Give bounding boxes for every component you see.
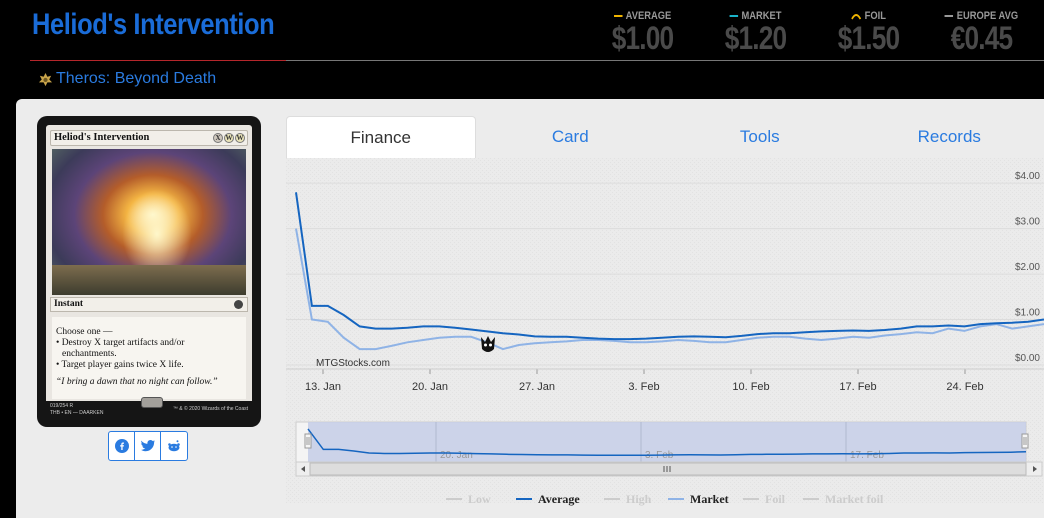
price-summary: AVERAGE $1.00 MARKET $1.20 FOIL $1.50 EU…: [586, 10, 1038, 57]
watermark: MTGStocks.com: [316, 358, 390, 369]
europe-legend-dash: [944, 15, 954, 17]
x-tick-label: 17. Feb: [839, 381, 876, 393]
x-tick-label: 27. Jan: [519, 381, 555, 393]
card-footer: 019/254 R THB • EN ⁓ DAARKEN ™ & © 2020 …: [46, 397, 252, 418]
y-tick-label: $0.00: [1015, 353, 1040, 364]
legend-item-market-foil[interactable]: Market foil: [825, 492, 884, 506]
y-tick-label: $1.00: [1015, 308, 1040, 319]
rules-line: • Destroy X target artifacts and/or: [56, 338, 185, 348]
tab-finance[interactable]: Finance: [286, 116, 476, 158]
mana-symbol: W: [235, 133, 245, 143]
tab-tools[interactable]: Tools: [739, 127, 780, 146]
mascot-icon: [481, 336, 495, 352]
scroll-right-icon: [1033, 466, 1037, 472]
y-tick-label: $4.00: [1015, 171, 1040, 182]
title-divider: [30, 60, 1044, 61]
price-market: MARKET $1.20: [699, 10, 812, 57]
average-legend-dash: [613, 15, 623, 17]
navigator-left-handle[interactable]: [304, 433, 312, 449]
price-label: FOIL: [864, 10, 886, 22]
page-title: Heliod's Intervention: [32, 8, 275, 41]
price-chart: 13. Jan 20. Jan 27. Jan 3. Feb 10. Feb 17. Fe…: [286, 158, 1044, 518]
card-frame: Heliod's Intervention X W W Instant Choo…: [46, 125, 252, 418]
price-chart-svg: 13. Jan 20. Jan 27. Jan 3. Feb 10. Feb 17. Fe…: [286, 158, 1044, 506]
navigator-tick-label: 17. Feb: [850, 450, 884, 461]
facebook-share-button[interactable]: [109, 432, 135, 460]
legend-item-average[interactable]: Average: [538, 492, 580, 506]
set-line: THB • EN ⁓ DAARKEN: [50, 410, 104, 416]
foil-icon: [851, 14, 862, 20]
legend-item-high[interactable]: High: [626, 492, 652, 506]
y-tick-label: $3.00: [1015, 217, 1040, 228]
share-buttons: [108, 431, 188, 461]
x-tick-label: 10. Feb: [732, 381, 769, 393]
scroll-left-icon: [301, 466, 305, 472]
card-holo-stamp: [141, 397, 163, 408]
set-symbol-icon: [234, 300, 243, 309]
price-value: €0.45: [950, 20, 1013, 56]
price-value: $1.50: [837, 20, 900, 56]
title-accent-line: [30, 60, 286, 61]
rules-line: Choose one —: [56, 327, 113, 337]
x-tick-label: 24. Feb: [946, 381, 983, 393]
card-name: Heliod's Intervention: [54, 132, 150, 143]
rules-line: enchantments.: [62, 349, 117, 359]
market-legend-dash: [729, 15, 739, 17]
card-art: [52, 149, 246, 295]
reddit-share-button[interactable]: [161, 432, 187, 460]
twitter-icon: [140, 440, 155, 452]
x-tick-label: 13. Jan: [305, 381, 341, 393]
twitter-share-button[interactable]: [135, 432, 161, 460]
mana-symbol: W: [224, 133, 234, 143]
price-value: $1.00: [611, 20, 674, 56]
legend-item-low[interactable]: Low: [468, 492, 491, 506]
navigator-tick-label: 20. Jan: [440, 450, 473, 461]
card-image[interactable]: Heliod's Intervention X W W Instant Choo…: [37, 116, 261, 427]
card-name-bar: Heliod's Intervention X W W: [50, 130, 248, 146]
tab-card[interactable]: Card: [551, 127, 589, 146]
copyright: ™ & © 2020 Wizards of the Coast: [172, 406, 248, 412]
price-foil: FOIL $1.50: [812, 10, 925, 57]
mana-symbol: X: [213, 133, 223, 143]
price-label: EUROPE AVG: [956, 10, 1019, 22]
x-tick-label: 3. Feb: [628, 381, 659, 393]
price-value: $1.20: [724, 20, 787, 56]
theros-set-icon: [38, 72, 53, 86]
scrollbar-thumb[interactable]: [309, 462, 1027, 476]
reddit-icon: [168, 440, 180, 452]
flavor-text: “I bring a dawn that no night can follow…: [56, 377, 218, 387]
y-tick-label: $2.00: [1015, 262, 1040, 273]
price-europe: EUROPE AVG €0.45: [925, 10, 1038, 57]
card-type: Instant: [54, 299, 84, 309]
price-label: AVERAGE: [625, 10, 672, 22]
price-label: MARKET: [741, 10, 782, 22]
legend-item-market[interactable]: Market: [690, 492, 729, 506]
rules-line: • Target player gains twice X life.: [56, 360, 184, 370]
facebook-icon: [114, 439, 129, 453]
series-line-market: [295, 228, 1044, 351]
chart-navigator[interactable]: 20. Jan 3. Feb 17. Feb: [295, 421, 1043, 477]
legend-item-foil[interactable]: Foil: [765, 492, 786, 506]
set-link[interactable]: Theros: Beyond Death: [38, 70, 216, 88]
series-line-average: [295, 192, 1044, 341]
chart-legend: Low Average High Market Foil Market foil: [446, 492, 884, 506]
mana-cost: X W W: [213, 133, 245, 143]
x-tick-label: 20. Jan: [412, 381, 448, 393]
tab-records[interactable]: Records: [917, 127, 981, 146]
card-rules-text: Choose one — • Destroy X target artifact…: [52, 317, 246, 399]
tab-bar: Finance Card Tools Records: [286, 116, 1044, 158]
card-type-bar: Instant: [50, 297, 248, 312]
price-average: AVERAGE $1.00: [586, 10, 699, 57]
navigator-right-handle[interactable]: [1021, 433, 1029, 449]
navigator-series-line: [307, 428, 1027, 457]
set-name[interactable]: Theros: Beyond Death: [56, 70, 217, 87]
collector-number: 019/254 R: [50, 403, 74, 409]
